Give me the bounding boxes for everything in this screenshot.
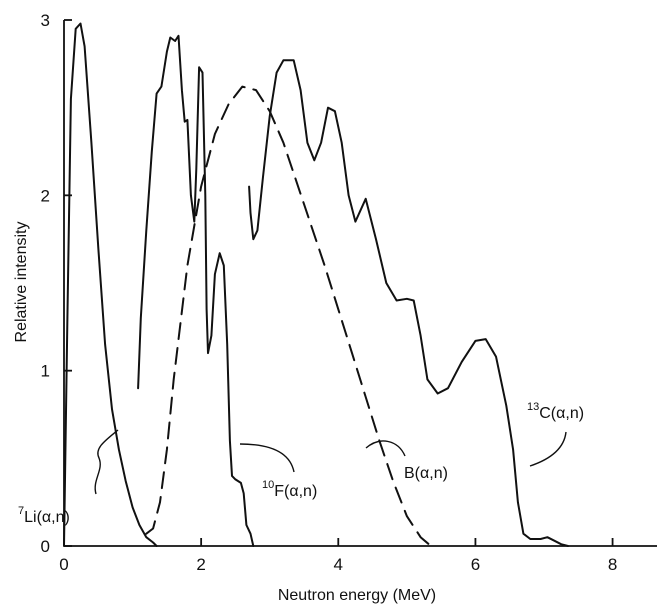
y-tick-label: 0 — [41, 537, 50, 556]
leader-f — [239, 443, 295, 473]
y-tick-label: 2 — [41, 186, 50, 205]
series-label-superscript: 13 — [527, 401, 539, 413]
y-axis-title: Relative intensity — [13, 222, 30, 343]
x-axis-title: Neutron energy (MeV) — [278, 587, 436, 604]
series-label-text: Li(α,n) — [24, 509, 70, 526]
series-labels: 7Li(α,n) 10F(α,n) B(α,n) 13C(α,n) — [18, 401, 584, 526]
x-tick-label: 6 — [471, 555, 480, 574]
series-label-superscript: 7 — [18, 505, 24, 517]
leader-b — [365, 440, 406, 457]
series-label-superscript: 10 — [262, 479, 274, 491]
y-tick-label: 1 — [41, 362, 50, 381]
series-label-text: C(α,n) — [539, 405, 584, 422]
label-leaders — [94, 429, 567, 495]
x-tick-label: 2 — [196, 555, 205, 574]
leader-c — [529, 431, 567, 467]
x-tick-label: 0 — [59, 555, 68, 574]
series-label-text: B(α,n) — [404, 465, 448, 482]
series-label-li: 7Li(α,n) — [18, 505, 70, 526]
series-label-f: 10F(α,n) — [262, 479, 317, 500]
x-tick-label: 8 — [608, 555, 617, 574]
leader-li — [94, 429, 119, 495]
series-label-text: F(α,n) — [274, 483, 317, 500]
series-line-c — [248, 59, 569, 547]
series-line-li — [63, 22, 158, 547]
series-label-b: B(α,n) — [404, 465, 448, 482]
y-tick-label: 3 — [41, 11, 50, 30]
series-curves — [63, 22, 569, 547]
series-label-c: 13C(α,n) — [527, 401, 584, 422]
series-line-f — [137, 34, 255, 547]
x-tick-label: 4 — [334, 555, 343, 574]
axes — [63, 20, 657, 547]
tick-marks: 0 2 4 6 8 0 1 2 3 — [41, 11, 618, 574]
